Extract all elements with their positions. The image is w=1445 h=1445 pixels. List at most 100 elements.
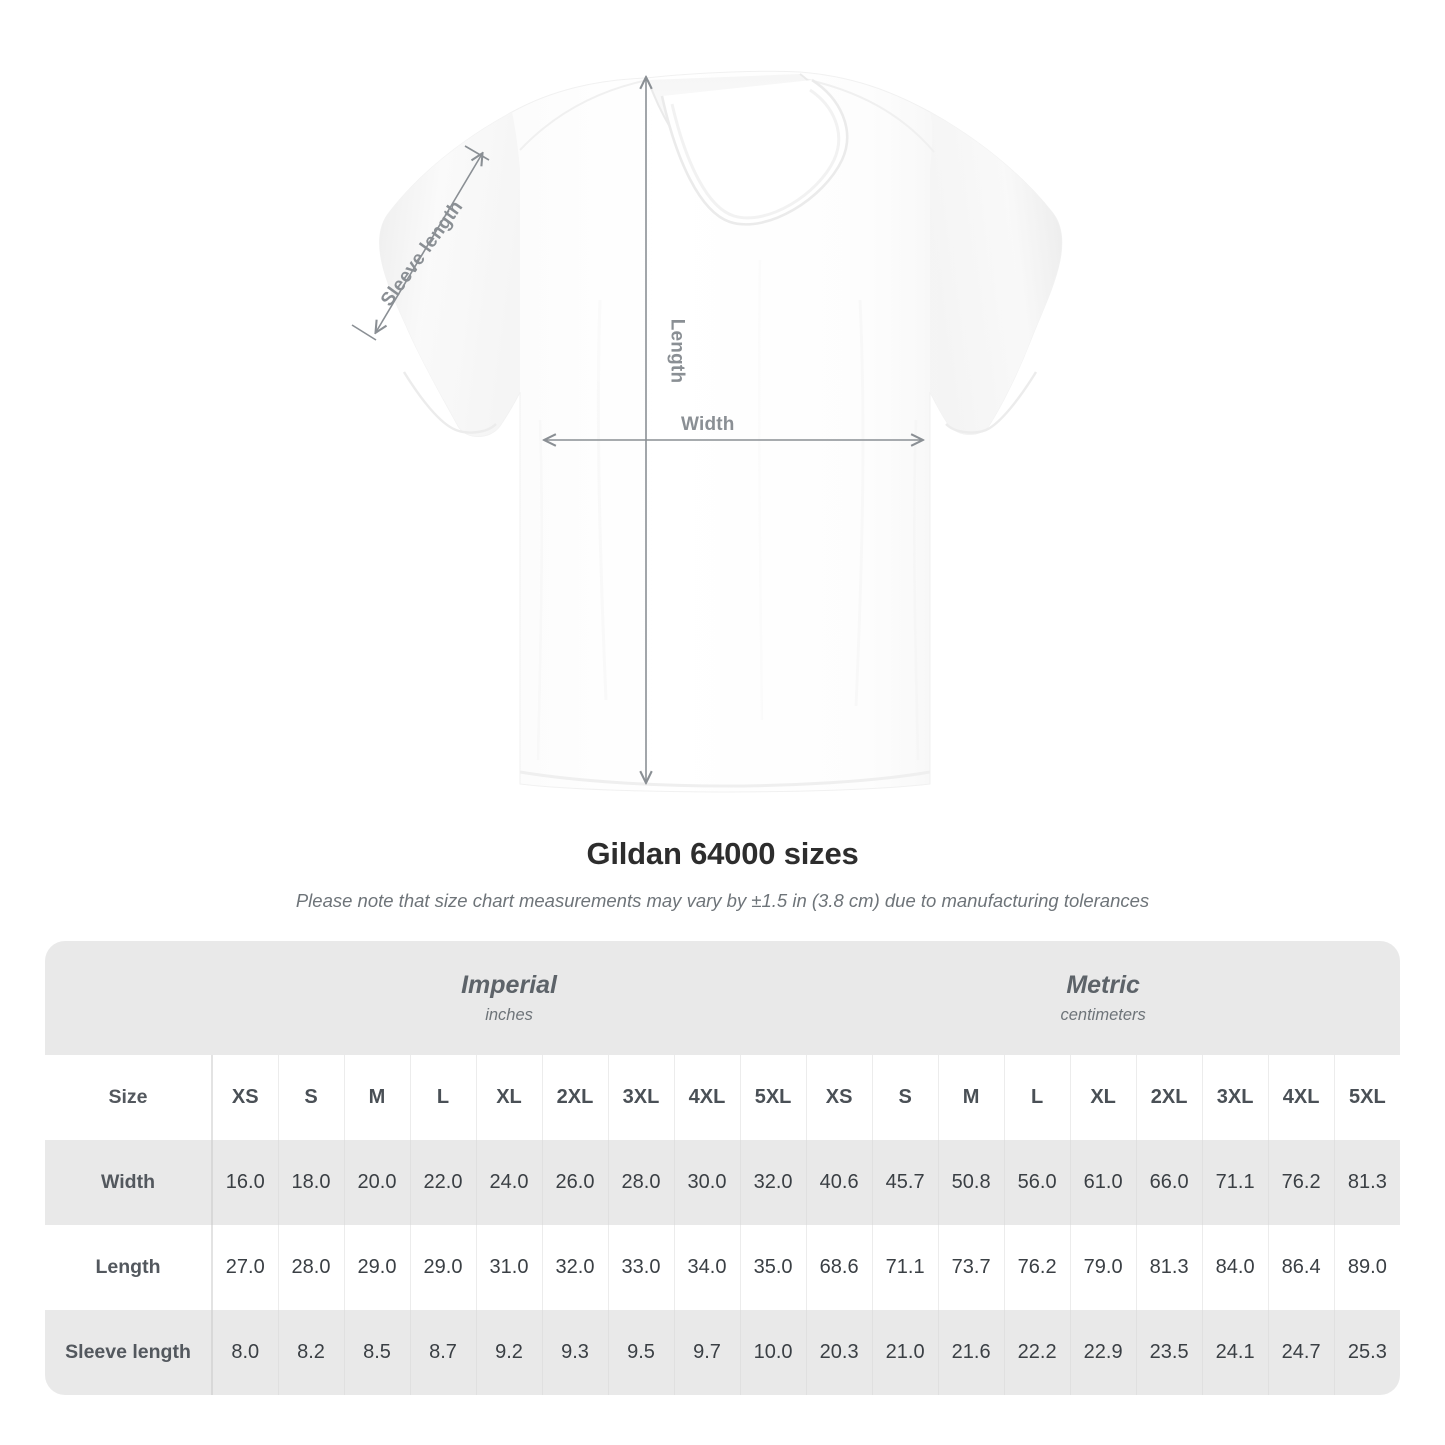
unit-banner-row: Imperial inches Metric centimeters [45,941,1400,1055]
measurement-value-imperial: 8.2 [277,1310,344,1395]
unit-subtitle: centimeters [1060,1006,1146,1024]
measurement-value-metric: 86.4 [1267,1225,1335,1310]
measurement-value-imperial: 28.0 [277,1225,344,1310]
measurement-value-metric: 66.0 [1135,1140,1203,1225]
measurement-value-imperial: 20.0 [343,1140,410,1225]
measurement-value-metric: 20.3 [805,1310,873,1395]
size-header-cell: S [871,1055,939,1140]
measurement-value-imperial: 32.0 [541,1225,608,1310]
size-header-cell: 5XL [739,1055,807,1140]
sleeve-tick-bottom [351,324,377,341]
size-header-cell: 5XL [1333,1055,1400,1140]
measurement-value-metric: 84.0 [1201,1225,1269,1310]
shirt-hem [519,770,931,788]
width-label: Width [681,414,735,435]
size-header-cell: 3XL [607,1055,674,1140]
table-row: Sleeve length 8.0 8.2 8.5 8.7 9.2 9.3 9.5 9.7 10.… [45,1310,1400,1395]
neckline-opening [660,78,849,226]
measurement-value-metric: 71.1 [1201,1140,1269,1225]
tolerance-note: Please note that size chart measurements… [295,890,1150,911]
measurement-value-metric: 76.2 [1003,1225,1071,1310]
size-header-cell: L [1003,1055,1071,1140]
measurement-value-metric: 79.0 [1069,1225,1137,1310]
measurement-value-imperial: 30.0 [673,1140,740,1225]
measurement-value-imperial: 8.0 [211,1310,278,1395]
length-label: Length [666,318,688,384]
measurement-value-metric: 24.7 [1267,1310,1335,1395]
unit-name: Imperial [461,971,557,999]
measurement-value-imperial: 9.7 [673,1310,740,1395]
measurement-value-metric: 22.2 [1003,1310,1071,1395]
measurement-value-metric: 45.7 [871,1140,939,1225]
measurement-value-metric: 81.3 [1135,1225,1203,1310]
measurement-value-metric: 22.9 [1069,1310,1137,1395]
right-sleeve [930,112,1062,435]
measurement-value-metric: 25.3 [1333,1310,1400,1395]
shirt-shape [379,70,1063,793]
right-sleeve-hem [945,371,1038,434]
measurement-value-metric: 40.6 [805,1140,873,1225]
measurement-value-imperial: 10.0 [739,1310,807,1395]
measurement-value-imperial: 32.0 [739,1140,807,1225]
measurement-value-metric: 81.3 [1333,1140,1400,1225]
table-row: Width 16.0 18.0 20.0 22.0 24.0 26.0 28.0 30.0 32.… [45,1140,1400,1225]
measurement-value-metric: 50.8 [937,1140,1005,1225]
measurement-value-imperial: 27.0 [211,1225,278,1310]
unit-banner-spacer [45,941,212,1055]
tshirt-diagram: Sleeve length Length Width [351,70,1063,793]
sleeve-tick-top [464,145,490,161]
unit-subtitle: inches [485,1006,533,1024]
measurement-value-imperial: 9.2 [475,1310,542,1395]
unit-header-metric: Metric centimeters [806,941,1400,1055]
unit-name: Metric [1066,971,1140,999]
measurement-value-imperial: 35.0 [739,1225,807,1310]
size-header-cell: 2XL [541,1055,608,1140]
size-header-cell: S [277,1055,344,1140]
size-chart-table: Imperial inches Metric centimeters Size XS S M L… [45,941,1400,1395]
size-header-cell: XS [805,1055,873,1140]
measurement-value-imperial: 18.0 [277,1140,344,1225]
measurement-value-metric: 21.0 [871,1310,939,1395]
measurement-value-imperial: 9.3 [541,1310,608,1395]
size-chart-table-container: Imperial inches Metric centimeters Size XS S M L… [45,941,1400,1395]
measurement-value-metric: 56.0 [1003,1140,1071,1225]
measurement-value-metric: 21.6 [937,1310,1005,1395]
size-header-cell: 4XL [1267,1055,1335,1140]
right-shoulder-seam [799,77,935,153]
size-header-cell: M [343,1055,410,1140]
measurement-value-imperial: 31.0 [475,1225,542,1310]
measurement-value-imperial: 22.0 [409,1140,476,1225]
measurement-row-label: Width [45,1140,212,1225]
size-header-cell: 4XL [673,1055,740,1140]
measurement-value-imperial: 34.0 [673,1225,740,1310]
left-sleeve-hem [402,371,497,434]
measurement-value-imperial: 8.5 [343,1310,410,1395]
measurement-value-metric: 76.2 [1267,1140,1335,1225]
size-column-label: Size [45,1055,212,1140]
page-title: Gildan 64000 sizes [586,836,859,871]
table-row: Length 27.0 28.0 29.0 29.0 31.0 32.0 33.0 34.0 35… [45,1225,1400,1310]
measurement-value-imperial: 26.0 [541,1140,608,1225]
measurement-value-metric: 24.1 [1201,1310,1269,1395]
size-header-cell: XL [475,1055,542,1140]
unit-header-imperial: Imperial inches [212,941,807,1055]
size-header-cell: XL [1069,1055,1137,1140]
left-shoulder-seam [519,79,649,151]
tshirt-illustration [351,70,1063,793]
size-header-cell: XS [211,1055,278,1140]
measurement-arrows [351,78,922,782]
size-header-cell: 3XL [1201,1055,1269,1140]
size-header-cell: M [937,1055,1005,1140]
measurement-value-imperial: 8.7 [409,1310,476,1395]
measurement-value-imperial: 24.0 [475,1140,542,1225]
measurement-value-metric: 89.0 [1333,1225,1400,1310]
measurement-value-imperial: 9.5 [607,1310,674,1395]
measurement-value-imperial: 29.0 [409,1225,476,1310]
sleeve-arrow [376,154,482,332]
measurement-value-imperial: 28.0 [607,1140,674,1225]
size-header-row: Size XS S M L XL 2XL 3XL 4XL 5XL XS S M L XL 2XL 3XL 4XL 5… [45,1055,1400,1140]
fabric-folds [536,259,920,761]
chart-heading-block: Gildan 64000 sizes Please note that size… [0,836,1445,912]
measurement-value-imperial: 33.0 [607,1225,674,1310]
measurement-value-metric: 68.6 [805,1225,873,1310]
